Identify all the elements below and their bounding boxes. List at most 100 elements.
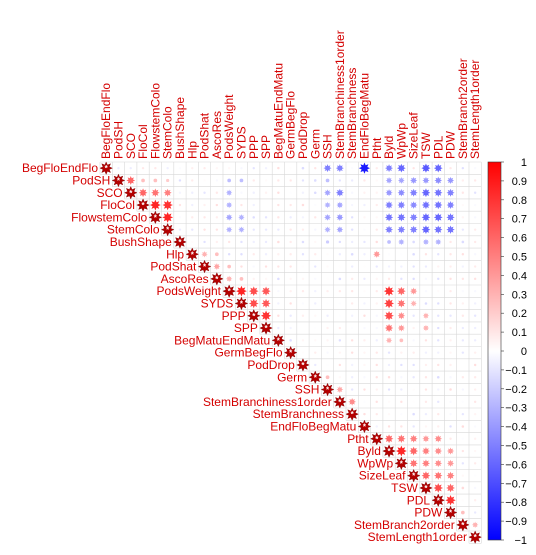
colorbar-tick-label: −0.4 [505, 422, 527, 434]
correlation-mark [461, 326, 465, 330]
correlation-mark [350, 314, 354, 317]
correlation-mark [338, 265, 342, 268]
correlation-mark [461, 289, 465, 293]
correlation-mark [473, 166, 477, 170]
correlation-mark [397, 177, 405, 184]
correlation-mark [446, 176, 455, 185]
column-label: PodsWeight [222, 94, 236, 159]
correlation-mark [398, 238, 405, 246]
correlation-mark [387, 253, 391, 256]
correlation-mark [421, 459, 430, 468]
correlation-mark [301, 228, 305, 231]
row-label: PPP [222, 309, 246, 323]
correlation-mark [375, 203, 378, 207]
correlation-mark [471, 521, 479, 529]
correlation-mark [252, 277, 255, 281]
correlation-mark [473, 302, 477, 305]
correlation-mark [178, 216, 182, 219]
correlation-mark [141, 166, 145, 170]
row-label: StemBranchness [253, 407, 344, 421]
colorbar-tick-label: −1 [514, 535, 527, 547]
row-label: BushShape [110, 235, 172, 249]
correlation-mark [397, 201, 406, 210]
correlation-mark [336, 226, 344, 234]
correlation-mark [314, 363, 317, 367]
correlation-mark [363, 412, 366, 416]
correlation-mark [387, 277, 391, 281]
correlation-mark [446, 225, 455, 234]
correlation-mark [166, 166, 169, 170]
correlation-mark [178, 228, 182, 231]
correlation-mark [424, 277, 428, 281]
row-label: FlowstemColo [71, 210, 147, 224]
colorbar-tick-label: 0.5 [512, 252, 527, 264]
correlation-mark [437, 289, 440, 293]
column-label: BegFloEndFlo [99, 83, 113, 159]
correlation-mark [289, 326, 292, 330]
diagonal-mark [419, 481, 433, 495]
correlation-mark [289, 302, 292, 305]
correlation-mark [252, 228, 255, 231]
correlation-mark [129, 166, 132, 170]
correlation-mark [314, 253, 317, 256]
correlation-mark [434, 471, 443, 480]
colorbar-tick-label: 0.1 [512, 327, 527, 339]
correlation-mark [325, 375, 330, 380]
diagonal-mark [456, 518, 470, 532]
diagonal-asterisk: * [252, 312, 256, 321]
correlation-mark [387, 363, 391, 367]
correlation-mark [264, 265, 268, 268]
correlation-mark [289, 203, 292, 207]
correlation-mark [348, 398, 356, 406]
correlation-mark [385, 201, 394, 210]
diagonal-mark [99, 161, 113, 175]
correlation-mark [301, 351, 305, 354]
correlation-mark [277, 191, 280, 194]
correlation-mark [314, 302, 317, 305]
colorbar-tick-label: −0.3 [505, 403, 527, 415]
correlation-mark [387, 376, 391, 379]
correlation-mark [314, 339, 317, 342]
row-label: WpWp [357, 456, 393, 470]
correlation-mark [141, 178, 145, 183]
correlation-mark [301, 191, 305, 194]
correlation-mark [363, 228, 366, 231]
correlation-mark [412, 252, 415, 256]
column-labels: BegFloEndFloPodSHSCOFloColFlowstemColoSt… [99, 30, 482, 159]
correlation-mark [421, 225, 431, 235]
correlation-mark [363, 326, 366, 330]
correlation-mark [375, 289, 378, 293]
correlation-mark [397, 324, 405, 332]
correlation-mark [375, 388, 378, 391]
row-label: SCO [97, 186, 123, 200]
correlation-mark [289, 240, 292, 244]
correlation-mark [191, 216, 194, 219]
correlation-mark [449, 314, 452, 317]
correlation-mark [461, 376, 465, 379]
correlation-mark [473, 265, 477, 268]
correlation-mark [178, 191, 182, 194]
diagonal-asterisk: * [117, 176, 121, 185]
correlation-mark [412, 376, 415, 379]
correlation-mark [400, 363, 403, 367]
correlation-mark [277, 179, 280, 182]
colorbar-tick-label: −0.6 [505, 459, 527, 471]
diagonal-mark [185, 247, 199, 261]
correlation-mark [325, 178, 330, 183]
correlation-mark [461, 425, 465, 428]
correlation-mark [412, 166, 415, 170]
correlation-mark [363, 314, 366, 317]
column-label: StemBranch2order [456, 58, 470, 159]
correlation-mark [461, 437, 465, 440]
correlation-mark [461, 449, 465, 453]
colorbar-tick-label: 0.6 [512, 233, 527, 245]
correlation-mark [335, 164, 344, 173]
correlation-mark [326, 265, 329, 268]
correlation-mark [424, 253, 428, 256]
correlation-mark [473, 462, 477, 465]
correlation-mark [191, 228, 194, 231]
correlation-mark [449, 240, 452, 244]
correlation-mark [473, 511, 477, 514]
correlation-mark [350, 302, 354, 305]
correlation-mark [461, 363, 465, 367]
